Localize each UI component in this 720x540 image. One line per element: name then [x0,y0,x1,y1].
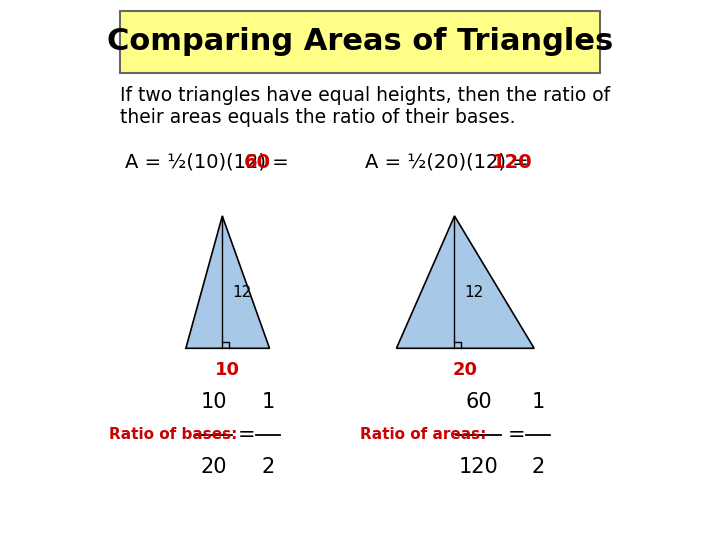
Text: 1: 1 [531,392,545,412]
Text: =: = [238,424,256,445]
Text: 20: 20 [453,361,478,379]
Text: 60: 60 [466,392,492,412]
Text: 60: 60 [244,152,271,172]
Text: 1: 1 [261,392,275,412]
Text: A = ½(10)(12) =: A = ½(10)(12) = [125,152,295,172]
Text: =: = [508,424,526,445]
Text: Ratio of areas:: Ratio of areas: [360,427,487,442]
Text: 10: 10 [215,361,240,379]
Text: 20: 20 [201,457,228,477]
Text: A = ½(20)(12) =: A = ½(20)(12) = [365,152,536,172]
Text: 12: 12 [232,285,251,300]
Text: 120: 120 [492,152,533,172]
Text: If two triangles have equal heights, then the ratio of: If two triangles have equal heights, the… [120,86,610,105]
Text: Comparing Areas of Triangles: Comparing Areas of Triangles [107,27,613,56]
Text: 120: 120 [459,457,499,477]
Text: 10: 10 [201,392,228,412]
Polygon shape [186,216,269,348]
Text: 2: 2 [261,457,275,477]
Polygon shape [397,216,534,348]
Text: 12: 12 [464,285,483,300]
Text: Ratio of bases:: Ratio of bases: [109,427,238,442]
Text: 2: 2 [531,457,545,477]
FancyBboxPatch shape [120,11,600,73]
Text: their areas equals the ratio of their bases.: their areas equals the ratio of their ba… [120,108,516,127]
